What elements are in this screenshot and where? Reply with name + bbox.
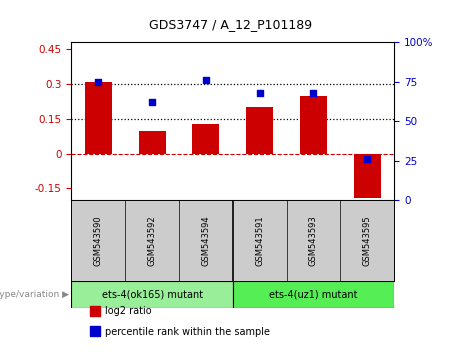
Text: GSM543590: GSM543590 [94,215,103,266]
Text: genotype/variation ▶: genotype/variation ▶ [0,290,69,299]
Bar [246,107,273,154]
Bar [85,82,112,154]
Text: ets-4(ok165) mutant: ets-4(ok165) mutant [101,290,203,300]
Point [364,156,371,162]
Bar [139,131,165,154]
Bar [193,124,219,154]
Text: percentile rank within the sample: percentile rank within the sample [105,327,270,337]
Text: GDS3747 / A_12_P101189: GDS3747 / A_12_P101189 [149,18,312,31]
Bar [354,154,381,198]
Point [310,90,317,96]
Point [256,90,263,96]
FancyBboxPatch shape [233,281,394,308]
Text: GSM543594: GSM543594 [201,215,210,266]
Point [202,78,210,83]
FancyBboxPatch shape [71,281,233,308]
Text: ets-4(uz1) mutant: ets-4(uz1) mutant [269,290,358,300]
Text: GSM543591: GSM543591 [255,215,264,266]
Text: GSM543595: GSM543595 [363,215,372,266]
Point [148,99,156,105]
Point [95,79,102,85]
Text: GSM543593: GSM543593 [309,215,318,266]
Text: GSM543592: GSM543592 [148,215,157,266]
Bar [300,96,327,154]
Text: log2 ratio: log2 ratio [105,306,151,316]
